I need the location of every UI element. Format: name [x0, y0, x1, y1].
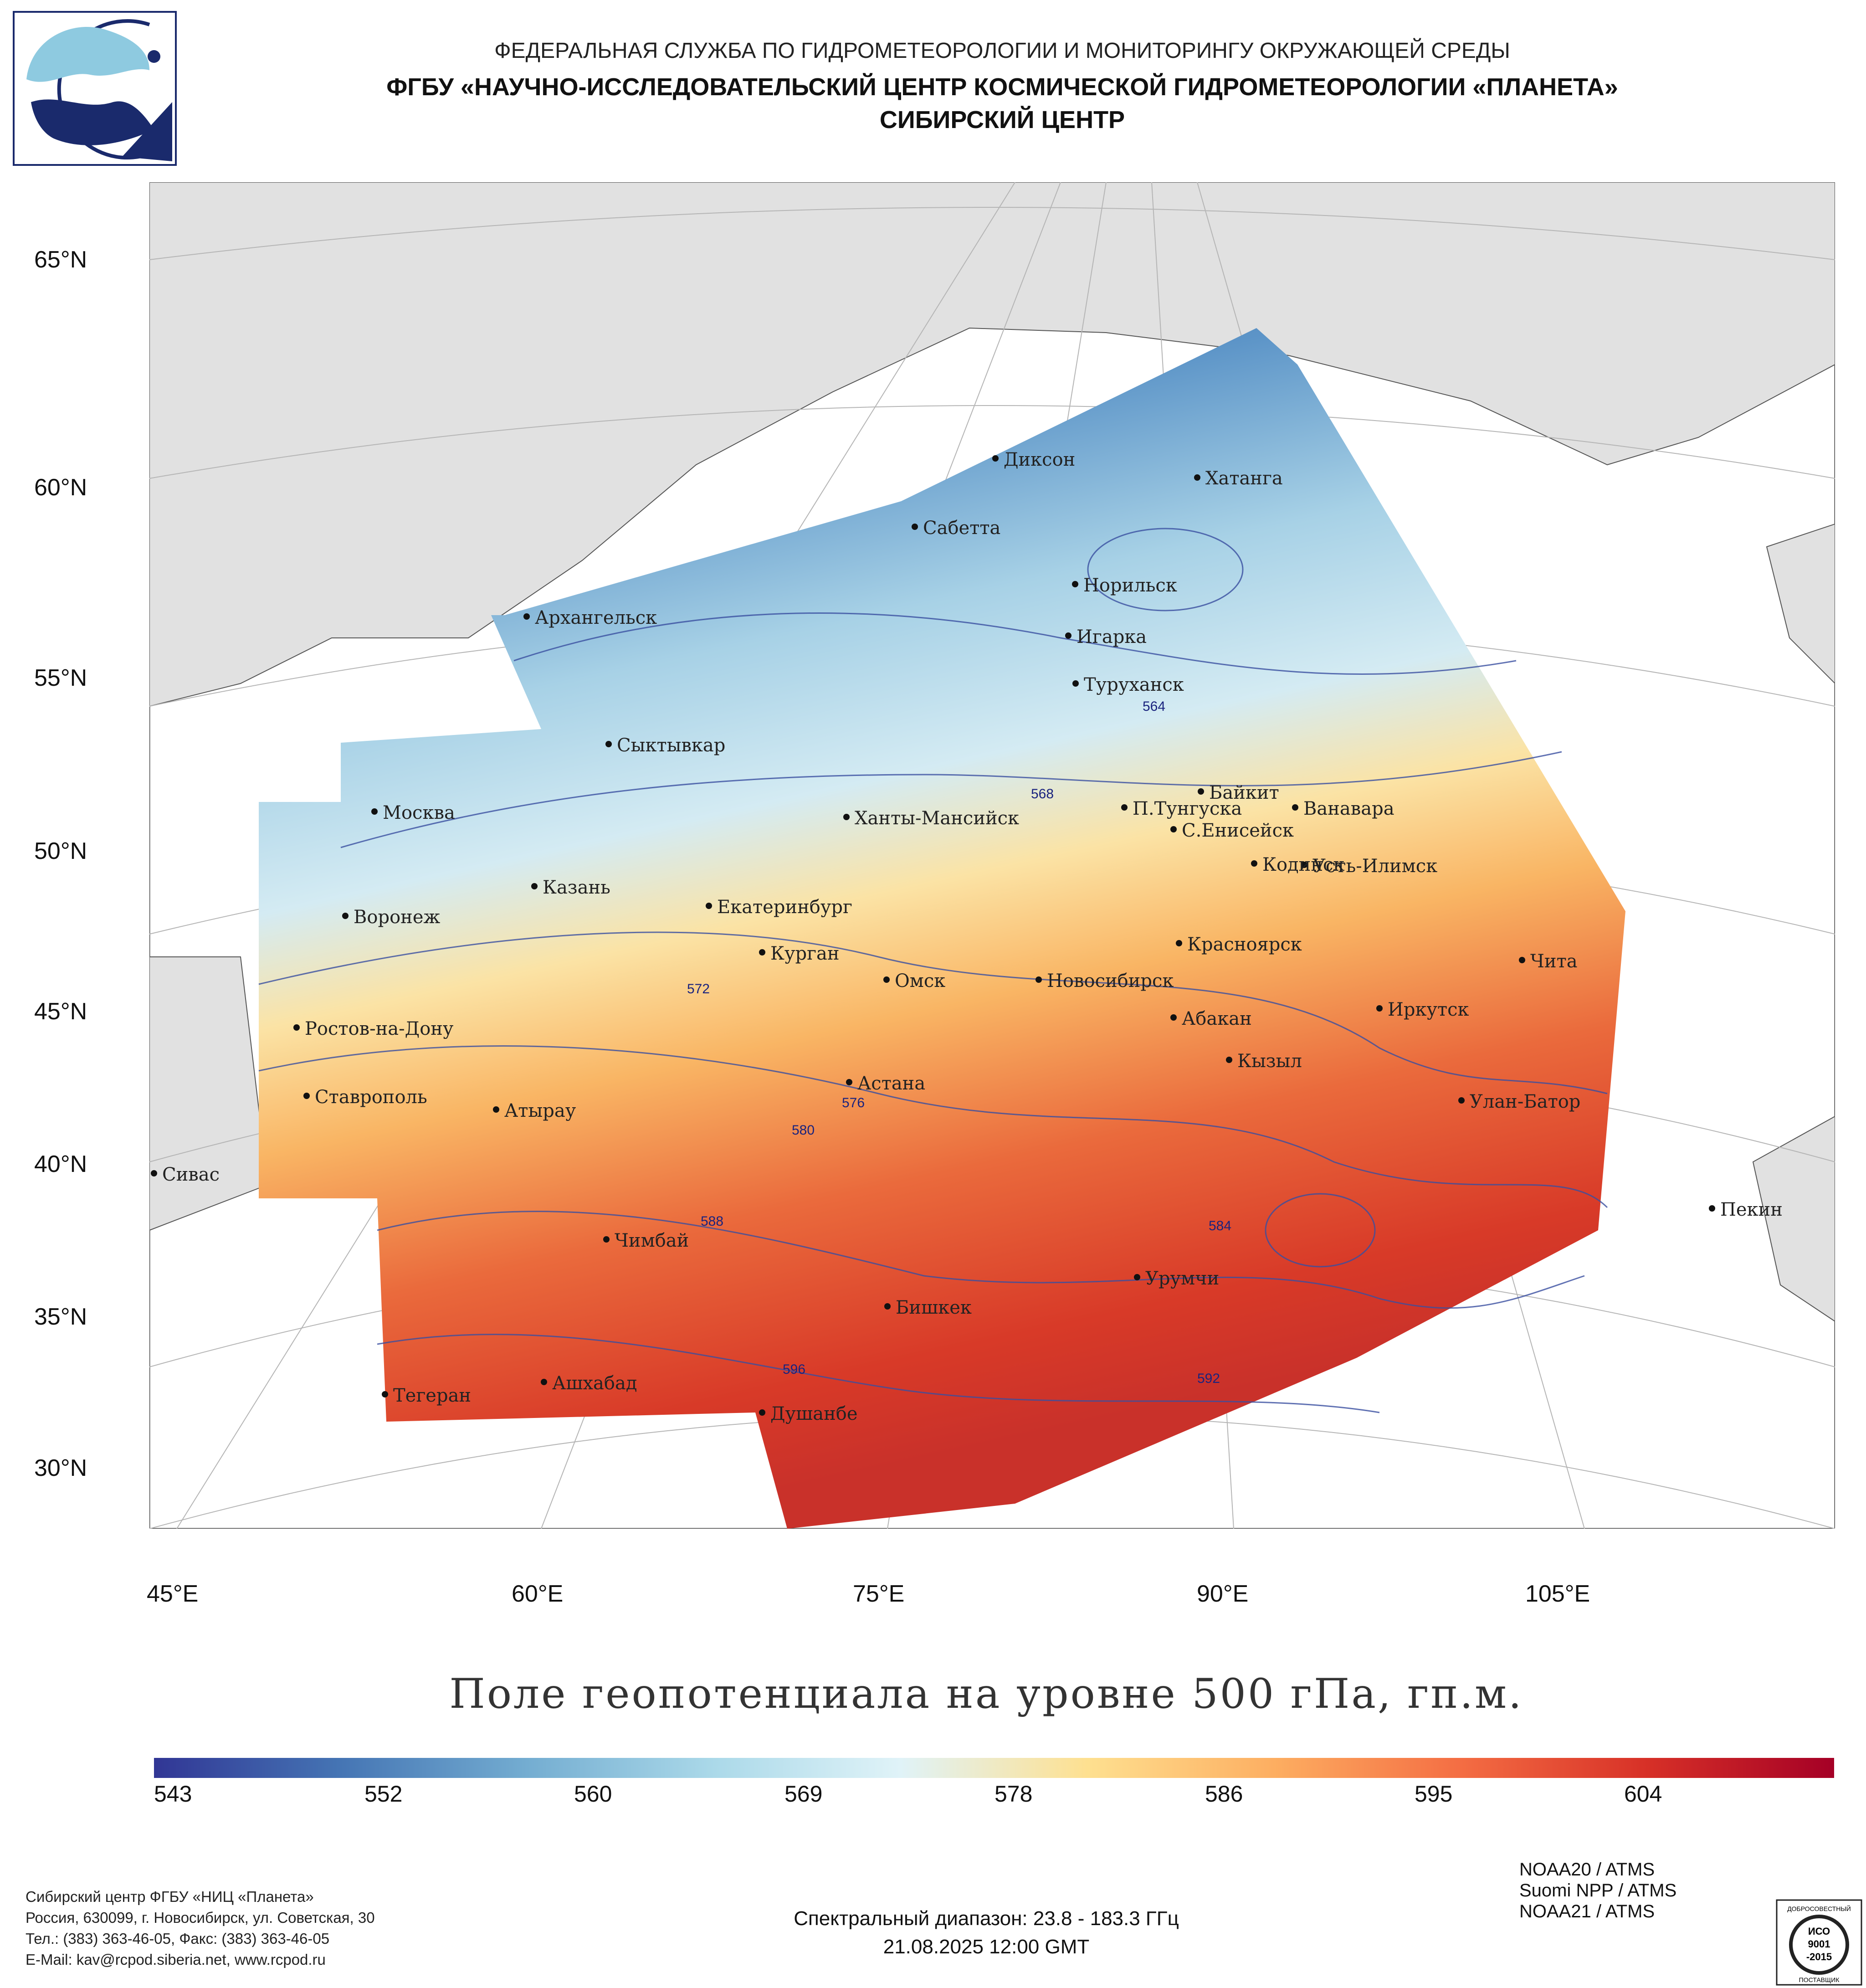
city-label: Москва [383, 802, 455, 823]
colorbar-tick: 595 [1415, 1781, 1453, 1807]
contour-label: 584 [1209, 1218, 1231, 1233]
lat-label: 60°N [34, 474, 87, 501]
city-label: Ростов-на-Дону [305, 1018, 454, 1039]
map-title: Поле геопотенциала на уровне 500 гПа, гп… [449, 1670, 1523, 1718]
city-label: Чимбай [615, 1230, 689, 1251]
city-label: Диксон [1004, 449, 1075, 470]
lat-label: 65°N [34, 247, 87, 273]
city-label: Астана [857, 1073, 925, 1094]
city-label: С.Енисейск [1182, 820, 1294, 841]
colorbar-tick: 552 [364, 1781, 403, 1807]
city-label: Хатанга [1205, 468, 1283, 489]
contour-label: 572 [687, 981, 710, 997]
center-name: СИБИРСКИЙ ЦЕНТР [879, 106, 1125, 134]
agency-name: ФЕДЕРАЛЬНАЯ СЛУЖБА ПО ГИДРОМЕТЕОРОЛОГИИ … [494, 39, 1510, 63]
city-label: Красноярск [1187, 934, 1302, 955]
lat-label: 50°N [34, 838, 87, 864]
city-label: Кодинск [1262, 854, 1344, 875]
iso-badge: ДОБРОСОВЕСТНЫЙ ИСО 9001 -2015 ПОСТАВЩИК [1776, 1899, 1862, 1986]
contour-label: 580 [792, 1123, 815, 1138]
lat-label: 40°N [34, 1151, 87, 1177]
city-label: Урумчи [1145, 1268, 1219, 1289]
contour-label: 592 [1197, 1371, 1220, 1386]
org-info: Сибирский центр ФГБУ «НИЦ «Планета» Росс… [26, 1888, 375, 1968]
contour-label: 588 [701, 1214, 723, 1229]
svg-text:ПОСТАВЩИК: ПОСТАВЩИК [1799, 1976, 1840, 1983]
lat-label: 35°N [34, 1304, 87, 1330]
lon-label: 90°E [1197, 1581, 1249, 1607]
city-label: Ханты-Мансийск [855, 808, 1019, 829]
lon-label: 45°E [147, 1581, 199, 1607]
city-label: Чита [1530, 951, 1578, 972]
colorbar-tick: 578 [995, 1781, 1033, 1807]
city-label: Новосибирск [1047, 971, 1174, 991]
lon-label: 75°E [853, 1581, 905, 1607]
city-label: Туруханск [1084, 674, 1184, 695]
colorbar-tick: 586 [1205, 1781, 1243, 1807]
city-label: Душанбе [770, 1403, 858, 1424]
city-label: Атырау [504, 1100, 576, 1121]
svg-text:ДОБРОСОВЕСТНЫЙ: ДОБРОСОВЕСТНЫЙ [1787, 1905, 1851, 1912]
city-label: Архангельск [535, 607, 657, 628]
planeta-logo [13, 11, 177, 166]
city-label: Ванавара [1303, 798, 1394, 819]
city-label: Кызыл [1237, 1051, 1302, 1072]
city-label: Екатеринбург [717, 897, 852, 918]
colorbar [154, 1758, 1834, 1778]
city-label: П.Тунгуска [1133, 798, 1242, 819]
lat-label: 30°N [34, 1455, 87, 1481]
lat-label: 55°N [34, 665, 87, 691]
city-label: Игарка [1077, 627, 1147, 647]
city-label: Пекин [1720, 1199, 1783, 1220]
colorbar-tick: 569 [784, 1781, 823, 1807]
colorbar-tick: 604 [1624, 1781, 1662, 1807]
city-label: Омск [895, 971, 945, 991]
city-label: Сабетта [923, 518, 1000, 539]
svg-text:9001: 9001 [1808, 1938, 1830, 1950]
city-label: Ашхабад [552, 1373, 637, 1394]
city-label: Курган [770, 943, 840, 964]
city-label: Сивас [162, 1164, 220, 1185]
city-label: Байкит [1209, 782, 1279, 803]
city-label: Улан-Батор [1470, 1091, 1580, 1112]
city-label: Казань [543, 877, 610, 898]
geopotential-map: Диксон Хатанга Сабетта Норильск Архангел… [149, 181, 1836, 1530]
city-label: Бишкек [896, 1297, 972, 1318]
city-label: Сыктывкар [617, 735, 725, 756]
city-label: Норильск [1083, 575, 1177, 596]
colorbar-tick: 543 [154, 1781, 192, 1807]
city-label: Воронеж [354, 907, 440, 928]
contour-label: 596 [783, 1362, 805, 1377]
colorbar-tick: 560 [574, 1781, 612, 1807]
spectral-info: Спектральный диапазон: 23.8 - 183.3 ГГц … [794, 1907, 1179, 1958]
lon-label: 60°E [512, 1581, 564, 1607]
satellite-list: NOAA20 / ATMS Suomi NPP / ATMS NOAA21 / … [1519, 1860, 1677, 1921]
city-label: Иркутск [1388, 999, 1469, 1020]
svg-text:-2015: -2015 [1806, 1951, 1832, 1962]
city-label: Абакан [1182, 1008, 1252, 1029]
lon-label: 105°E [1525, 1581, 1590, 1607]
lat-label: 45°N [34, 998, 87, 1025]
institute-name: ФГБУ «НАУЧНО-ИССЛЕДОВАТЕЛЬСКИЙ ЦЕНТР КОС… [386, 73, 1618, 101]
city-label: Усть-Илимск [1312, 856, 1437, 877]
city-label: Ставрополь [315, 1087, 427, 1108]
svg-text:ИСО: ИСО [1808, 1926, 1830, 1937]
contour-label: 564 [1143, 699, 1165, 714]
contour-label: 568 [1031, 786, 1054, 801]
city-label: Тегеран [393, 1385, 471, 1406]
contour-label: 576 [842, 1095, 865, 1110]
